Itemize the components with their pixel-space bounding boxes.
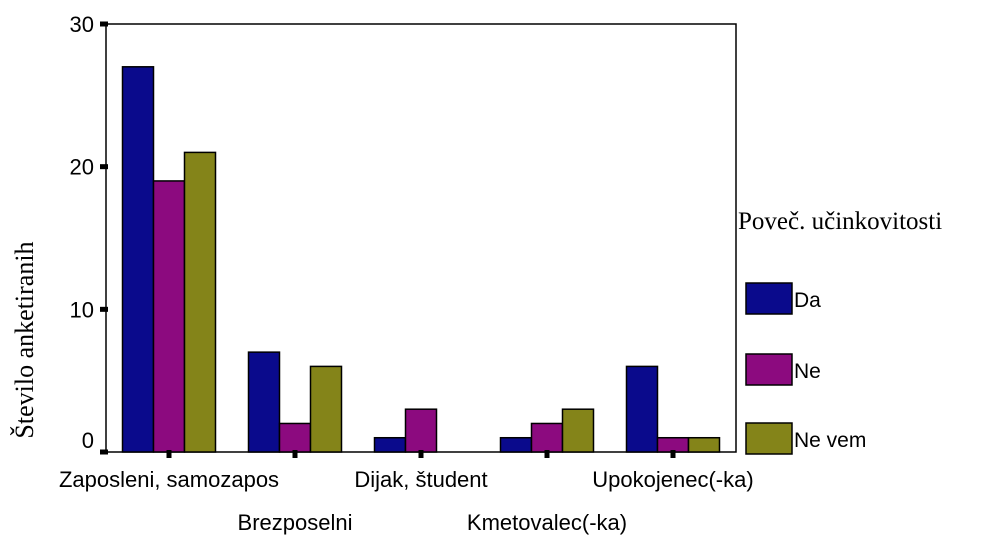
- bar-ne-vem: [183, 151, 217, 453]
- y-tick-mark: [100, 21, 108, 27]
- legend-label: Ne vem: [794, 429, 866, 452]
- x-tick-mark: [166, 450, 172, 458]
- bar-ne: [152, 180, 186, 453]
- y-tick-label: 10: [70, 297, 94, 322]
- legend-label: Ne: [794, 360, 821, 383]
- bar-ne-vem: [309, 365, 343, 453]
- legend-swatch: [745, 353, 793, 386]
- x-tick-mark: [292, 450, 298, 458]
- y-tick-mark: [100, 164, 108, 170]
- bar-da: [373, 436, 407, 453]
- y-tick-label: 0: [82, 428, 94, 453]
- x-tick-label: Zaposleni, samozapos: [59, 467, 279, 492]
- x-tick-label: Upokojenec(-ka): [592, 467, 753, 492]
- bar-da: [499, 436, 533, 453]
- bar-da: [625, 365, 659, 453]
- y-tick-label: 20: [70, 155, 94, 180]
- x-tick-label: Brezposelni: [238, 510, 353, 535]
- bar-ne: [530, 422, 564, 453]
- y-axis-label: Število anketiranih: [10, 241, 39, 438]
- bar-da: [247, 351, 281, 453]
- bar-ne: [656, 436, 690, 453]
- x-tick-mark: [670, 450, 676, 458]
- legend-title: Poveč. učinkovitosti: [738, 208, 942, 235]
- x-tick-label: Dijak, študent: [354, 467, 487, 492]
- legend: Da Ne Ne vem: [745, 282, 866, 455]
- x-tick-label: Kmetovalec(-ka): [467, 510, 627, 535]
- y-axis: 0 10 20 30: [70, 12, 108, 455]
- bar-ne-vem: [687, 436, 721, 453]
- x-tick-mark: [418, 450, 424, 458]
- x-tick-mark: [544, 450, 550, 458]
- y-tick-label: 30: [70, 12, 94, 37]
- y-tick-mark: [100, 449, 108, 455]
- bar-ne: [278, 422, 312, 453]
- bar-ne: [404, 408, 438, 453]
- y-tick-mark: [100, 306, 108, 312]
- bar-ne-vem: [561, 408, 595, 453]
- bars: [121, 66, 721, 453]
- legend-swatch: [745, 282, 793, 315]
- legend-label: Da: [794, 289, 821, 312]
- bar-da: [121, 66, 155, 453]
- legend-swatch: [745, 422, 793, 455]
